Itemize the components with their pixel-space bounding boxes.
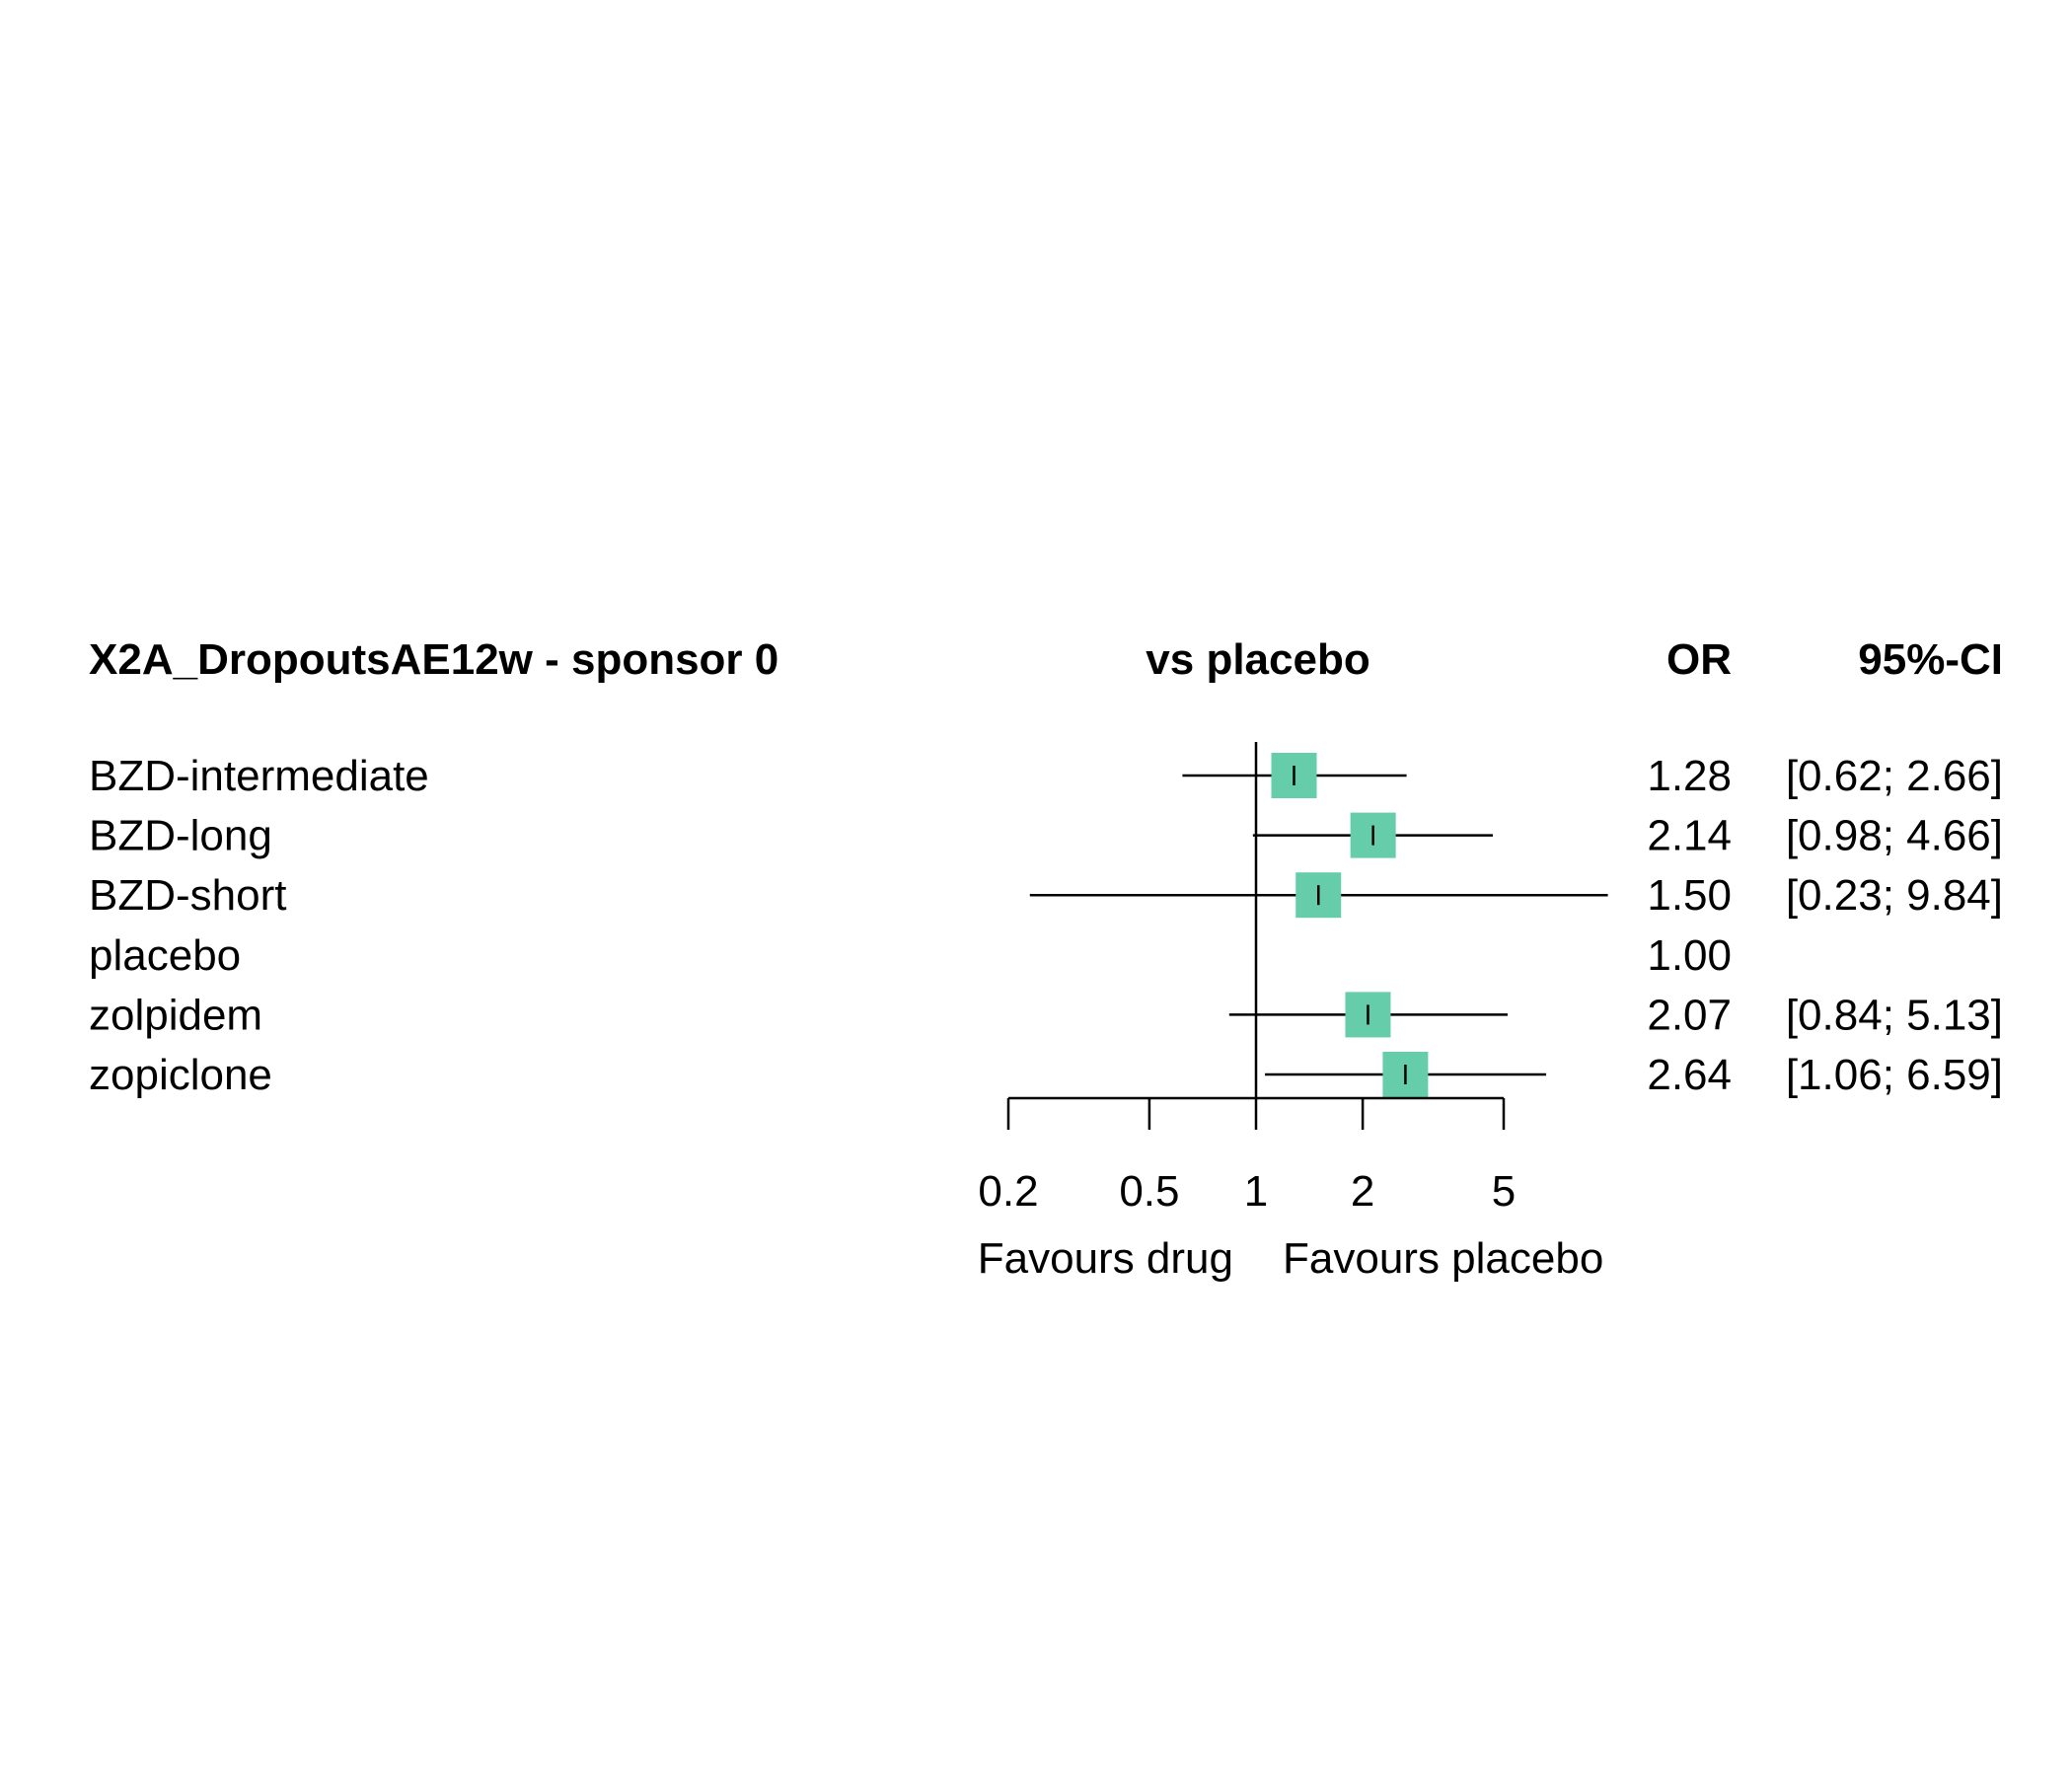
or-value: 1.50 [1647, 871, 1732, 920]
row-zolpidem: zolpidem 2.07 [0.84; 5.13] [89, 991, 2003, 1039]
or-value: 1.00 [1647, 931, 1732, 980]
ci-value: [0.62; 2.66] [1786, 752, 2003, 800]
row-label: BZD-intermediate [89, 752, 429, 800]
favours-right-label: Favours placebo [1283, 1234, 1603, 1283]
row-label: placebo [89, 931, 241, 980]
ci-value: [0.23; 9.84] [1786, 871, 2003, 920]
header-row: X2A_DropoutsAE12w - sponsor 0 vs placebo… [89, 635, 2003, 684]
row-label: zopiclone [89, 1051, 272, 1099]
ci-column-header: 95%-CI [1858, 635, 2003, 684]
ci-value: [0.98; 4.66] [1786, 812, 2003, 860]
row-BZD-long: BZD-long 2.14 [0.98; 4.66] [89, 812, 2003, 860]
comparison-header: vs placebo [1146, 635, 1369, 684]
axis-tick-label: 1 [1244, 1167, 1268, 1216]
row-zopiclone: zopiclone 2.64 [1.06; 6.59] [89, 1051, 2003, 1099]
or-value: 1.28 [1647, 752, 1732, 800]
chart-title: X2A_DropoutsAE12w - sponsor 0 [89, 635, 778, 684]
study-rows: BZD-intermediate 1.28 [0.62; 2.66] BZD-long… [89, 752, 2003, 1099]
or-value: 2.07 [1647, 991, 1732, 1039]
axis-tick-label: 0.5 [1119, 1167, 1179, 1216]
ci-value: [1.06; 6.59] [1786, 1051, 2003, 1099]
or-value: 2.14 [1647, 812, 1732, 860]
favours-labels: Favours drug Favours placebo [978, 1234, 1604, 1283]
or-value: 2.64 [1647, 1051, 1732, 1099]
x-axis: 0.2 0.5 1 2 5 [978, 742, 1516, 1216]
ci-value: [0.84; 5.13] [1786, 991, 2003, 1039]
row-label: BZD-long [89, 812, 272, 860]
favours-left-label: Favours drug [978, 1234, 1233, 1283]
row-placebo: placebo 1.00 [89, 931, 1732, 980]
row-BZD-short: BZD-short 1.50 [0.23; 9.84] [89, 871, 2003, 920]
axis-tick-label: 2 [1351, 1167, 1374, 1216]
or-column-header: OR [1666, 635, 1732, 684]
axis-tick-label: 5 [1492, 1167, 1516, 1216]
axis-tick-label: 0.2 [978, 1167, 1038, 1216]
row-BZD-intermediate: BZD-intermediate 1.28 [0.62; 2.66] [89, 752, 2003, 800]
row-label: zolpidem [89, 991, 262, 1039]
row-label: BZD-short [89, 871, 286, 920]
